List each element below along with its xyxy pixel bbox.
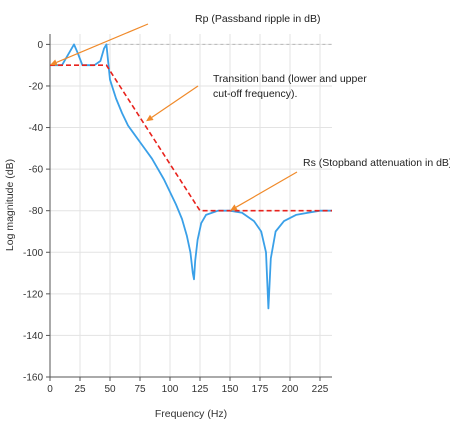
- y-axis-title: Log magnitude (dB): [4, 159, 16, 251]
- y-tick-label: -80: [29, 206, 44, 217]
- x-tick-label: 75: [134, 384, 146, 395]
- y-tick-label: -120: [23, 289, 43, 300]
- x-tick-label: 0: [47, 384, 53, 395]
- annotation-layer: Rp (Passband ripple in dB) Transition ban…: [50, 13, 450, 211]
- annotation-arrow-head: [50, 59, 58, 66]
- y-tick-label: 0: [37, 40, 43, 51]
- y-tick-label: -20: [29, 81, 44, 92]
- x-tick-label: 225: [312, 384, 329, 395]
- annotation-text-line: Rs (Stopband attenuation in dB): [303, 157, 450, 169]
- filter-template-line: [50, 64, 332, 212]
- annotation-text: Transition band (lower and upper cut-off …: [213, 73, 367, 100]
- x-tick-label: 200: [282, 384, 299, 395]
- annotation-arrow-head: [230, 204, 238, 211]
- annotation-arrow-shaft: [56, 23, 149, 64]
- annotation-text-line: Rp (Passband ripple in dB): [195, 13, 320, 25]
- annotation-arrow-shaft: [235, 171, 298, 208]
- y-tick-label: -100: [23, 248, 43, 259]
- y-tick-label: -60: [29, 165, 44, 176]
- x-tick-label: 175: [252, 384, 269, 395]
- plot-frame: [46, 34, 332, 381]
- annotation-arrow-shaft: [151, 85, 199, 118]
- series-layer: [50, 43, 332, 310]
- tick-labels: 0 25 50 75 100 125 150 175 200 225 0 -20 -40 -60 -80 -1…: [23, 40, 329, 395]
- annotation-text-line: Transition band (lower and upper: [213, 73, 367, 85]
- annotation-text: Rs (Stopband attenuation in dB): [303, 157, 450, 169]
- x-tick-label: 100: [162, 384, 179, 395]
- grid-lines: [49, 34, 332, 378]
- x-tick-label: 50: [104, 384, 116, 395]
- x-tick-label: 125: [192, 384, 209, 395]
- x-tick-label: 25: [74, 384, 86, 395]
- y-tick-label: -140: [23, 331, 43, 342]
- x-tick-label: 150: [222, 384, 239, 395]
- y-tick-label: -40: [29, 123, 44, 134]
- x-axis-title: Frequency (Hz): [155, 408, 227, 420]
- annotation-text-line: cut-off frequency).: [213, 88, 297, 100]
- annotation-arrow-head: [146, 114, 154, 122]
- annotation-text: Rp (Passband ripple in dB): [195, 13, 320, 25]
- y-tick-label: -160: [23, 373, 43, 384]
